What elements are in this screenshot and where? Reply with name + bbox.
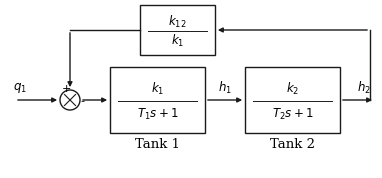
Text: Tank 1: Tank 1: [135, 138, 180, 151]
Bar: [110, 67, 205, 133]
Text: +: +: [62, 84, 71, 94]
Text: $k_2$: $k_2$: [286, 81, 299, 97]
Text: $k_1$: $k_1$: [171, 33, 184, 49]
Text: $h_1$: $h_1$: [218, 80, 232, 96]
Text: Tank 2: Tank 2: [270, 138, 315, 151]
Text: $q_1$: $q_1$: [13, 81, 27, 95]
Text: -: -: [81, 96, 85, 109]
Text: $T_1s+1$: $T_1s+1$: [137, 107, 178, 122]
Bar: [245, 67, 340, 133]
Text: $T_2s+1$: $T_2s+1$: [272, 107, 313, 122]
Text: $k_1$: $k_1$: [151, 81, 164, 97]
Text: $k_{12}$: $k_{12}$: [168, 14, 187, 30]
Bar: [140, 5, 215, 55]
Text: $h_2$: $h_2$: [357, 80, 371, 96]
